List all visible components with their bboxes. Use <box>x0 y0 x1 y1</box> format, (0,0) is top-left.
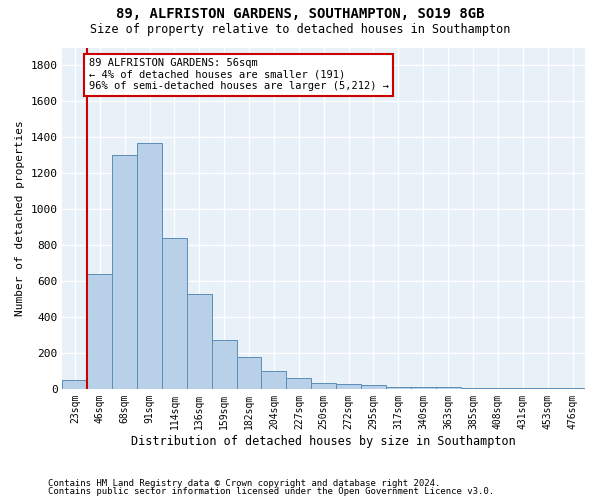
Text: Contains public sector information licensed under the Open Government Licence v3: Contains public sector information licen… <box>48 487 494 496</box>
Bar <box>187 294 212 389</box>
Bar <box>560 388 585 389</box>
Bar <box>137 142 162 389</box>
Bar <box>436 388 461 389</box>
Bar <box>411 387 436 389</box>
Text: 89 ALFRISTON GARDENS: 56sqm
← 4% of detached houses are smaller (191)
96% of sem: 89 ALFRISTON GARDENS: 56sqm ← 4% of deta… <box>89 58 389 92</box>
Bar <box>461 388 485 389</box>
Bar <box>88 274 112 389</box>
Text: Size of property relative to detached houses in Southampton: Size of property relative to detached ho… <box>90 22 510 36</box>
Y-axis label: Number of detached properties: Number of detached properties <box>15 120 25 316</box>
Bar <box>112 156 137 389</box>
Bar <box>336 384 361 389</box>
Bar <box>262 371 286 389</box>
Text: 89, ALFRISTON GARDENS, SOUTHAMPTON, SO19 8GB: 89, ALFRISTON GARDENS, SOUTHAMPTON, SO19… <box>116 8 484 22</box>
Bar <box>62 380 88 389</box>
Bar <box>162 238 187 389</box>
X-axis label: Distribution of detached houses by size in Southampton: Distribution of detached houses by size … <box>131 434 516 448</box>
Bar <box>511 388 535 389</box>
Bar <box>311 382 336 389</box>
Bar <box>386 387 411 389</box>
Bar <box>361 385 386 389</box>
Text: Contains HM Land Registry data © Crown copyright and database right 2024.: Contains HM Land Registry data © Crown c… <box>48 478 440 488</box>
Bar <box>286 378 311 389</box>
Bar <box>236 358 262 389</box>
Bar <box>535 388 560 389</box>
Bar <box>212 340 236 389</box>
Bar <box>485 388 511 389</box>
